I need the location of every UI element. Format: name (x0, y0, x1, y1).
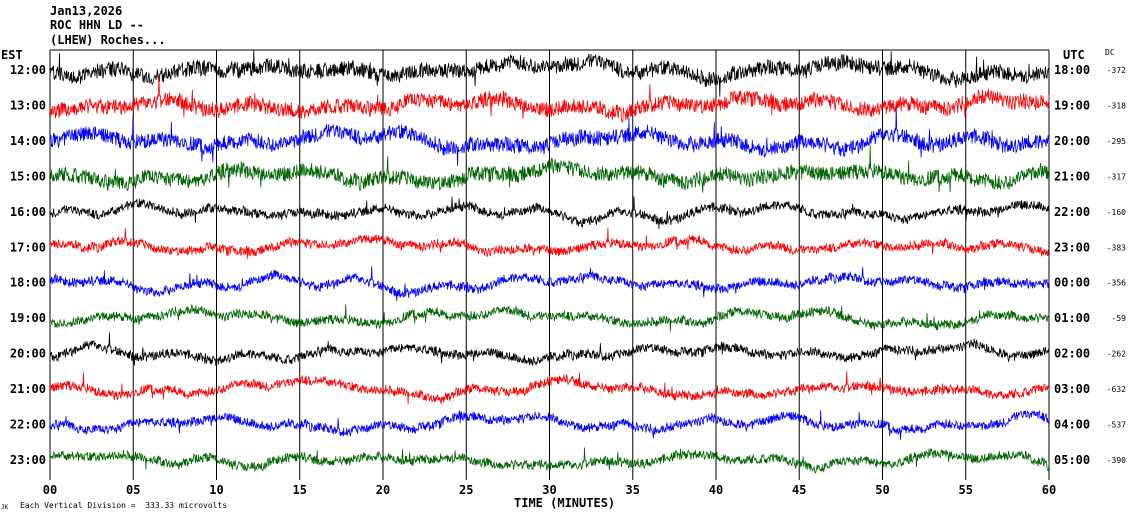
local-time-label: 14:00 (10, 134, 46, 148)
minute-gridlines (49, 49, 1050, 480)
utc-time-labels: 18:00 19:00 20:00 21:00 22:00 23:00 00:00 01:00… (1054, 63, 1090, 467)
utc-time-label: 02:00 (1054, 347, 1090, 361)
x-tick-label: 45 (792, 483, 806, 497)
x-axis: 00 05 10 15 20 25 30 35 40 45 50 55 60 (43, 483, 1056, 497)
x-tick-label: 00 (43, 483, 57, 497)
trace-1600 (49, 196, 1050, 229)
station-code: ROC HHN LD -- (50, 18, 144, 32)
utc-time-label: 00:00 (1054, 276, 1090, 290)
seismic-traces (49, 50, 1050, 474)
x-tick-label: 55 (959, 483, 973, 497)
x-tick-label: 10 (209, 483, 223, 497)
local-time-label: 18:00 (10, 276, 46, 290)
local-time-label: 23:00 (10, 453, 46, 467)
x-tick-label: 50 (875, 483, 889, 497)
trace-1200 (49, 50, 1050, 97)
utc-time-label: 19:00 (1054, 98, 1090, 112)
x-tick-label: 05 (126, 483, 140, 497)
local-time-label: 15:00 (10, 169, 46, 183)
trace-2300 (49, 447, 1050, 474)
utc-time-label: 22:00 (1054, 205, 1090, 219)
dc-offset-value: -318 (1107, 101, 1126, 110)
corner-mark: JK (1, 504, 9, 511)
trace-1900 (49, 303, 1050, 332)
utc-time-label: 18:00 (1054, 63, 1090, 77)
utc-time-label: 21:00 (1054, 169, 1090, 183)
local-time-labels: 12:00 13:00 14:00 15:00 16:00 17:00 18:00 19:00… (10, 63, 46, 467)
trace-2000 (49, 332, 1050, 367)
dc-offset-value: -372 (1107, 66, 1126, 75)
station-location: (LHEW) Roches... (50, 33, 166, 47)
trace-1300 (49, 73, 1050, 123)
x-axis-title: TIME (MINUTES) (514, 496, 616, 510)
utc-time-label: 05:00 (1054, 453, 1090, 467)
local-time-label: 21:00 (10, 382, 46, 396)
x-tick-label: 25 (459, 483, 473, 497)
dc-offset-value: -295 (1107, 137, 1126, 146)
x-tick-label: 15 (293, 483, 307, 497)
x-tick-label: 60 (1042, 483, 1056, 497)
trace-1500 (49, 145, 1050, 193)
local-time-label: 19:00 (10, 311, 46, 325)
local-time-label: 22:00 (10, 418, 46, 432)
utc-time-label: 23:00 (1054, 240, 1090, 254)
utc-time-label: 20:00 (1054, 134, 1090, 148)
utc-time-label: 04:00 (1054, 418, 1090, 432)
local-time-label: 13:00 (10, 98, 46, 112)
local-time-label: 17:00 (10, 240, 46, 254)
dc-offset-value: -632 (1107, 385, 1126, 394)
plot-date: Jan13,2026 (50, 4, 123, 18)
dc-offset-value: -390 (1107, 456, 1126, 465)
x-tick-label: 35 (626, 483, 640, 497)
local-time-label: 16:00 (10, 205, 46, 219)
local-time-label: 12:00 (10, 63, 46, 77)
left-timezone-label: EST (1, 48, 23, 62)
trace-2100 (49, 371, 1050, 405)
dc-offset-value: -383 (1107, 243, 1126, 252)
dc-offset-value: -537 (1107, 421, 1126, 430)
utc-time-label: 01:00 (1054, 311, 1090, 325)
dc-column-header: DC (1105, 48, 1115, 57)
right-timezone-label: UTC (1063, 48, 1085, 62)
dc-offset-value: -59 (1112, 314, 1127, 323)
local-time-label: 20:00 (10, 347, 46, 361)
dc-offset-labels: -372 -318 -295 -317 -160 -383 -356 -59 -262 -632 -… (1107, 66, 1126, 465)
x-tick-label: 20 (376, 483, 390, 497)
dc-offset-value: -160 (1107, 208, 1126, 217)
trace-1400 (49, 107, 1050, 167)
utc-time-label: 03:00 (1054, 382, 1090, 396)
scale-note: Each Vertical Division = 333.33 microvol… (20, 501, 228, 510)
x-tick-label: 30 (542, 483, 556, 497)
dc-offset-value: -317 (1107, 172, 1126, 181)
dc-offset-value: -356 (1107, 279, 1126, 288)
x-tick-label: 40 (709, 483, 723, 497)
trace-2200 (49, 410, 1050, 440)
trace-1800 (49, 266, 1050, 302)
dc-offset-value: -262 (1107, 350, 1126, 359)
trace-1700 (49, 227, 1050, 259)
